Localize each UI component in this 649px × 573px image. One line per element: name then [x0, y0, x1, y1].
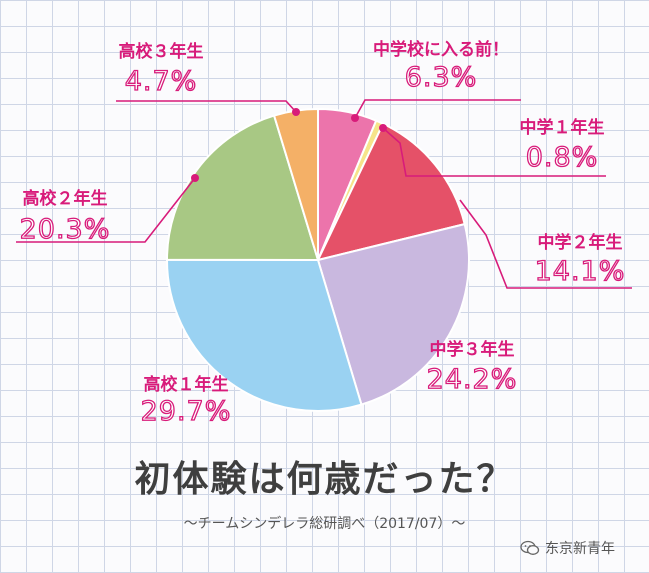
- leader-dot: [292, 108, 300, 116]
- leader-line: [459, 199, 632, 289]
- wechat-icon: [520, 540, 540, 555]
- leader-dot: [191, 174, 199, 182]
- pie-slice: [316, 222, 470, 406]
- pie-slice: [316, 122, 466, 262]
- chart-title: 初体験は何歳だった？: [134, 459, 515, 500]
- slice-label: 高校３年生: [119, 41, 204, 62]
- leader-line: [16, 177, 196, 243]
- leader-line: [354, 99, 521, 119]
- leader-line: [116, 100, 297, 113]
- leader-line: [382, 127, 606, 177]
- pie-slice: [165, 258, 363, 412]
- leader-dot: [351, 114, 359, 122]
- leader-lines: [16, 99, 632, 289]
- slice-label: 中学３年生: [430, 339, 515, 360]
- slice-label: 高校１年生: [144, 374, 229, 395]
- slice-value: 4.7%: [125, 66, 198, 97]
- slice-value: 20.3%: [20, 214, 111, 245]
- slice-value: 6.3%: [405, 62, 478, 93]
- watermark: 东京新青年: [520, 538, 615, 558]
- slice-label: 中学２年生: [538, 232, 623, 253]
- watermark-text: 东京新青年: [545, 541, 615, 557]
- chart-subtitle: 〜チームシンデレラ総研調べ（2017/07）〜: [183, 516, 466, 532]
- slice-value: 29.7%: [141, 396, 232, 427]
- slice-value: 24.2%: [427, 364, 518, 395]
- leader-dot: [379, 124, 387, 132]
- slice-label: 中学１年生: [520, 117, 605, 138]
- slice-value: 14.1%: [535, 256, 626, 287]
- pie-slices: [165, 107, 470, 412]
- slice-label: 高校２年生: [23, 188, 108, 209]
- slice-value: 0.8%: [526, 142, 599, 173]
- pie-slice: [165, 114, 320, 262]
- slice-labels: 中学校に入る前！6.3% 中学１年生 0.8% 中学２年生 14.1% 中学３年生 24.2…: [19, 39, 626, 428]
- slice-label: 中学校に入る前！: [373, 39, 509, 60]
